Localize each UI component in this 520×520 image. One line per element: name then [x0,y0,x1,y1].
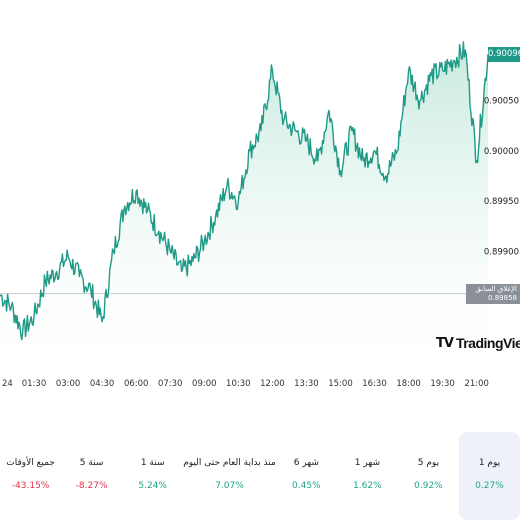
period-button-5[interactable]: 1 سنة 5.24% [122,432,183,520]
x-tick-label: 19:30 [430,379,455,389]
x-tick-label: 03:00 [56,379,81,389]
tradingview-logo-icon: TV [436,335,454,351]
period-button-6[interactable]: 5 سنة -8.27% [61,432,122,520]
period-label: 5 سنة [79,458,104,468]
period-label: 6 شهر [293,458,319,468]
x-tick-label: 13:30 [294,379,319,389]
period-change-value: -43.15% [11,481,50,491]
x-tick-label: 21:00 [464,379,489,389]
x-tick-label: 04:30 [90,379,115,389]
period-label: جميع الأوقات [6,458,55,468]
x-tick-label: 07:30 [158,379,183,389]
chart-svg[interactable]: 24 01:30 03:00 04:30 06:00 07:30 09:00 10:30 12:… [0,0,520,400]
x-tick-label: 18:00 [396,379,421,389]
period-button-7[interactable]: جميع الأوقات -43.15% [0,432,61,520]
period-button-0[interactable]: 1 يوم 0.27% [458,432,520,520]
price-line-series [0,41,489,341]
period-change-value: 0.92% [414,481,443,491]
x-tick-label: 24 [2,379,13,389]
x-tick-label: 06:00 [124,379,149,389]
y-tick-label: 0.90000 [484,147,519,157]
y-tick-label: 0.90050 [484,97,519,107]
previous-close-label: الإغلاق السابق [475,284,517,293]
tradingview-logo[interactable]: TV TradingView [436,332,520,354]
x-tick-label: 12:00 [260,379,285,389]
period-change-value: -8.27% [75,481,108,491]
x-tick-label: 01:30 [22,379,47,389]
price-area-fill [0,41,488,363]
period-button-2[interactable]: 1 شهر 1.62% [337,432,398,520]
period-change-value: 0.27% [475,481,504,491]
y-tick-label: 0.89950 [484,197,519,207]
period-performance-bar: 1 يوم 0.27% 5 يوم 0.92% 1 شهر 1.62% 6 شهر 0.45%… [0,432,520,520]
period-button-1[interactable]: 5 يوم 0.92% [398,432,459,520]
period-change-value: 5.24% [138,481,167,491]
period-label: 1 يوم [478,458,501,468]
tradingview-logo-text: TradingView [455,335,520,351]
x-tick-label: 10:30 [226,379,251,389]
x-tick-label: 09:00 [192,379,217,389]
x-tick-label: 15:00 [328,379,353,389]
period-button-3[interactable]: 6 شهر 0.45% [276,432,337,520]
last-price-tag: 0.90096 [488,46,520,62]
previous-close-value: 0.89858 [488,293,517,302]
period-label: 5 يوم [417,458,440,468]
period-label: 1 سنة [140,458,165,468]
period-change-value: 0.45% [292,481,321,491]
period-change-value: 7.07% [215,481,244,491]
x-tick-label: 16:30 [362,379,387,389]
period-change-value: 1.62% [353,481,382,491]
period-button-4[interactable]: منذ بداية العام حتى اليوم 7.07% [183,432,276,520]
y-tick-label: 0.89900 [484,247,519,257]
price-chart[interactable]: 24 01:30 03:00 04:30 06:00 07:30 09:00 10:30 12:… [0,0,520,400]
previous-close-tag: الإغلاق السابق 0.89858 [466,283,520,304]
period-label: منذ بداية العام حتى اليوم [183,458,276,468]
period-label: 1 شهر [354,458,380,468]
